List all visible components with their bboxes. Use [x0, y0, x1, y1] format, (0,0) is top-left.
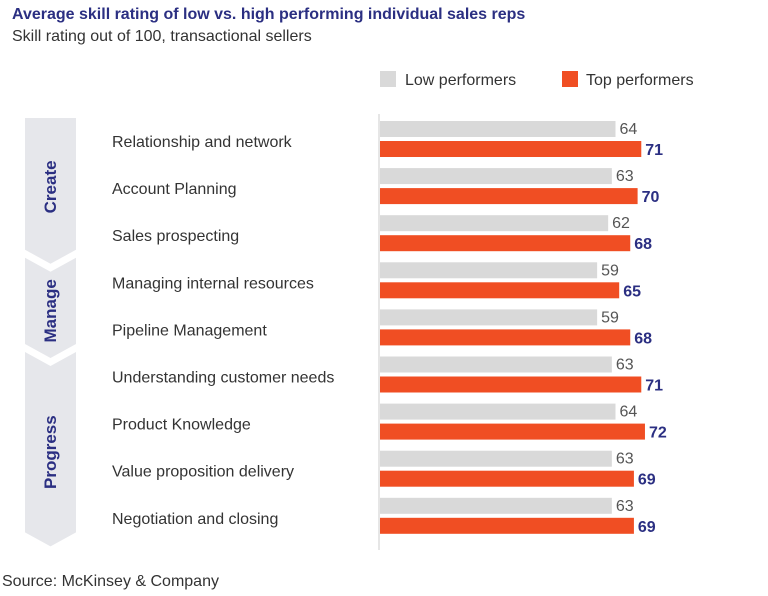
bar-top: [380, 376, 642, 393]
bar-top: [380, 470, 634, 487]
data-label-low: 64: [620, 404, 638, 421]
category-label: Account Planning: [112, 181, 237, 198]
category-label: Understanding customer needs: [112, 370, 334, 387]
data-label-low: 63: [616, 498, 634, 515]
bar-low: [380, 168, 612, 185]
bar-low: [380, 450, 612, 467]
chart-subtitle: Skill rating out of 100, transactional s…: [12, 28, 312, 45]
bar-low: [380, 356, 612, 373]
group-chevron-manage: [25, 257, 76, 358]
data-label-top: 69: [638, 519, 656, 536]
data-label-top: 72: [649, 425, 667, 442]
group-label-progress: Progress: [41, 415, 60, 489]
data-label-top: 70: [642, 189, 660, 206]
bar-low: [380, 403, 616, 420]
data-label-low: 64: [620, 121, 638, 138]
data-label-top: 69: [638, 472, 656, 489]
category-label: Relationship and network: [112, 134, 293, 151]
group-chevron-progress: [25, 351, 76, 547]
data-label-top: 68: [634, 330, 652, 347]
category-label: Negotiation and closing: [112, 511, 278, 528]
data-label-top: 68: [634, 236, 652, 253]
category-label: Product Knowledge: [112, 417, 251, 434]
bar-top: [380, 141, 642, 157]
data-label-low: 59: [601, 309, 619, 326]
source-note: Source: McKinsey & Company: [2, 573, 219, 590]
legend-swatch-top: [562, 71, 578, 87]
data-label-top: 65: [623, 283, 641, 300]
data-label-low: 63: [616, 451, 634, 468]
bar-low: [380, 497, 612, 514]
data-label-low: 62: [612, 215, 630, 232]
bar-top: [380, 235, 631, 252]
bar-low: [380, 262, 598, 279]
category-label: Pipeline Management: [112, 322, 267, 339]
group-label-create: Create: [41, 160, 60, 213]
group-chevron-create: [25, 118, 76, 264]
category-label: Managing internal resources: [112, 275, 314, 292]
bar-low: [380, 309, 598, 326]
bar-top: [380, 329, 631, 346]
data-label-low: 63: [616, 168, 634, 185]
bar-low: [380, 215, 609, 232]
chart-title: Average skill rating of low vs. high per…: [12, 6, 526, 23]
category-label: Value proposition delivery: [112, 464, 294, 481]
bar-top: [380, 517, 634, 534]
bar-top: [380, 188, 638, 205]
legend-label-low: Low performers: [405, 72, 516, 89]
data-label-top: 71: [645, 142, 663, 159]
bar-top: [380, 423, 645, 440]
legend-label-top: Top performers: [586, 72, 694, 89]
bar-top: [380, 282, 620, 299]
group-label-manage: Manage: [41, 279, 60, 342]
data-label-low: 63: [616, 357, 634, 374]
legend-swatch-low: [380, 71, 396, 87]
category-label: Sales prospecting: [112, 228, 239, 245]
bar-low: [380, 121, 616, 137]
data-label-top: 71: [645, 378, 663, 395]
data-label-low: 59: [601, 262, 619, 279]
